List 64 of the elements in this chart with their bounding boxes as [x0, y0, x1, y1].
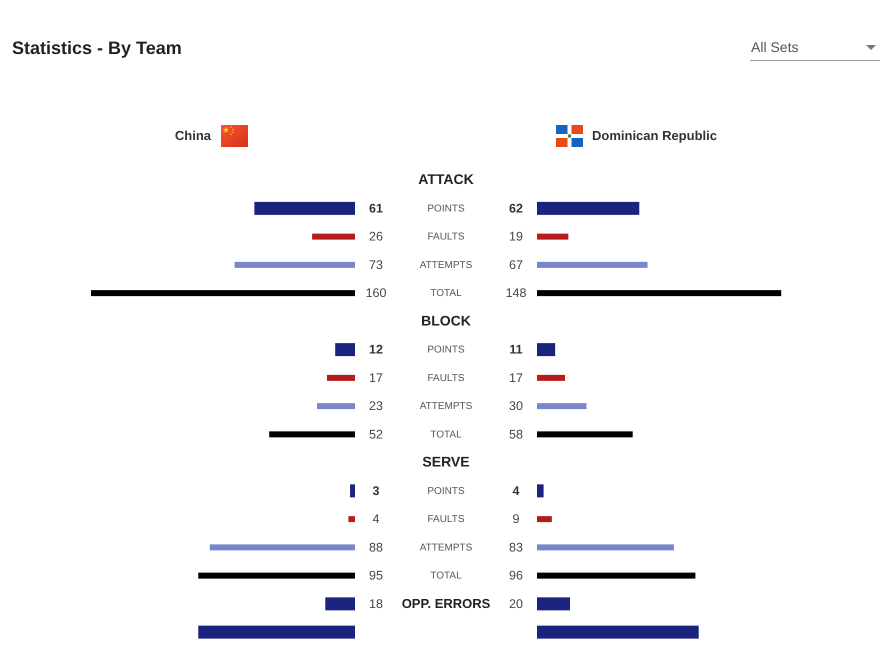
bar [312, 234, 355, 240]
data-label: 67 [509, 258, 523, 272]
data-label: 23 [369, 399, 383, 414]
y-tick-label: POINTS [427, 344, 465, 356]
bar [198, 572, 355, 579]
data-label: 4 [512, 484, 520, 498]
data-label: 26 [369, 230, 383, 244]
bar [537, 431, 633, 438]
y-tick-label: FAULTS [427, 514, 465, 526]
y-tick-label: ATTEMPTS [420, 260, 473, 271]
bar [537, 516, 552, 522]
data-label: 88 [369, 540, 383, 554]
data-label: 18 [369, 596, 383, 611]
bar [348, 516, 355, 522]
legend-label: China [174, 128, 212, 143]
data-label: 58 [509, 427, 523, 442]
data-label: 17 [369, 370, 383, 385]
data-label: 19 [509, 230, 523, 244]
text: Dominican Republic [592, 128, 717, 143]
data-label: 62 [509, 201, 523, 216]
data-label: 11 [509, 342, 523, 357]
data-label: 160 [366, 286, 386, 300]
bar [326, 374, 355, 381]
data-label: 17 [509, 370, 523, 385]
data-label: 4 [372, 512, 380, 526]
bar [537, 374, 566, 381]
y-tick-label: POINTS [427, 203, 465, 214]
chart-title: Statistics - By Team [12, 38, 182, 58]
bar [537, 572, 696, 579]
data-label: 95 [369, 568, 383, 583]
y-tick-label: ATTEMPTS [420, 401, 473, 412]
data-label: 61 [369, 201, 383, 216]
bar [317, 403, 355, 410]
y-tick-label: TOTAL [430, 570, 462, 582]
data-label: 52 [369, 427, 383, 442]
bar [537, 290, 782, 296]
y-tick-label: OPP. ERRORS [402, 596, 491, 611]
bar [537, 262, 648, 268]
data-label: 9 [512, 512, 520, 526]
data-label: 30 [509, 399, 523, 414]
bar [269, 431, 355, 438]
y-tick-label: TOTAL [430, 429, 462, 440]
dropdown[interactable]: All Sets [750, 36, 880, 61]
data-label: 20 [509, 596, 523, 611]
y-tick-label: TOTAL [430, 288, 462, 300]
data-label: 96 [509, 568, 523, 583]
bar [537, 544, 674, 550]
data-label: 73 [369, 258, 383, 272]
data-label: 148 [506, 286, 526, 300]
data-label: 83 [509, 540, 523, 554]
bar [91, 290, 355, 296]
y-tick-label: FAULTS [427, 232, 465, 243]
y-tick-label: BLOCK [421, 312, 471, 328]
bar [234, 262, 355, 268]
bar [210, 544, 355, 550]
y-tick-label: POINTS [427, 486, 465, 497]
bar [537, 403, 586, 410]
y-tick-label: SERVE [422, 454, 470, 470]
data-label: 12 [369, 342, 383, 357]
y-tick-label: FAULTS [427, 372, 465, 384]
y-tick-label: ATTEMPTS [420, 542, 473, 554]
y-tick-label: ATTACK [418, 171, 474, 188]
data-label: 3 [372, 484, 380, 498]
bar [537, 234, 568, 240]
